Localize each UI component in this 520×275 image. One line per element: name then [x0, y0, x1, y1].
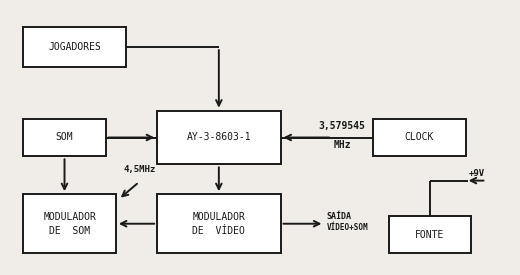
Text: MHz: MHz [333, 140, 351, 150]
Bar [388, 216, 471, 253]
Text: VÍDEO+SOM: VÍDEO+SOM [327, 223, 369, 232]
Bar [157, 194, 281, 253]
Text: +9V: +9V [469, 169, 485, 178]
Text: FONTE: FONTE [415, 230, 445, 240]
Text: CLOCK: CLOCK [405, 133, 434, 142]
Text: 4,5MHz: 4,5MHz [124, 165, 156, 174]
Text: 3,579545: 3,579545 [319, 121, 366, 131]
Bar [23, 27, 126, 67]
Bar [23, 119, 106, 156]
Text: MODULADOR
DE  SOM: MODULADOR DE SOM [43, 212, 96, 236]
Text: SAÍDA: SAÍDA [327, 213, 352, 221]
Text: AY-3-8603-1: AY-3-8603-1 [187, 133, 251, 142]
Text: SOM: SOM [56, 133, 73, 142]
Text: JOGADORES: JOGADORES [48, 42, 101, 52]
Text: MODULADOR
DE  VÍDEO: MODULADOR DE VÍDEO [192, 212, 245, 236]
Bar [157, 111, 281, 164]
Bar [23, 194, 116, 253]
Bar [373, 119, 466, 156]
